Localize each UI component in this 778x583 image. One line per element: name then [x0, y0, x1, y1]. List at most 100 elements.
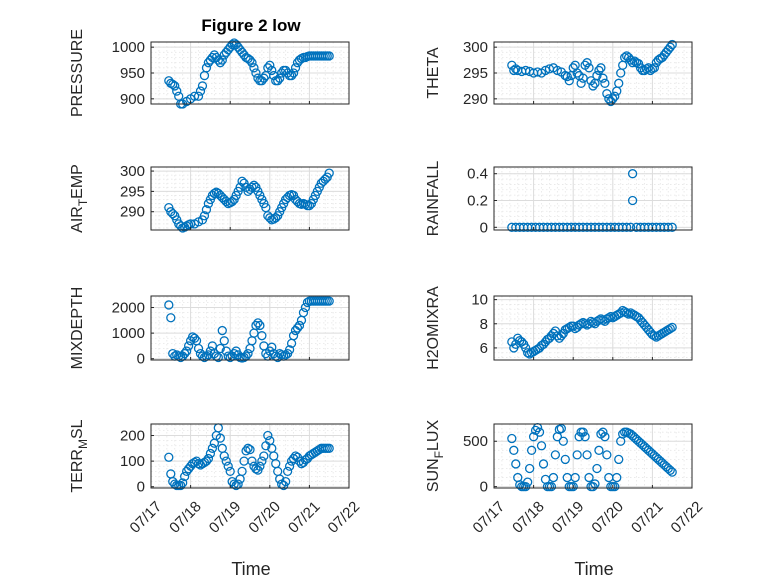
data-point: [511, 64, 521, 74]
y-axis-label: SUNFLUX: [425, 420, 446, 493]
data-point: [207, 443, 218, 453]
data-point: [298, 307, 309, 318]
x-tick-label: 07/18: [166, 498, 205, 537]
data-point: [203, 453, 214, 464]
y-tick-label: 0.2: [467, 193, 488, 210]
data-point: [273, 76, 283, 86]
data-point: [195, 86, 206, 96]
data-point: [201, 63, 212, 73]
data-point: [576, 78, 586, 88]
data-point: [665, 465, 675, 475]
axes-box: [150, 423, 350, 489]
data-point: [193, 459, 204, 469]
data-point: [288, 331, 299, 341]
subplot-theta: 290 295 300 THETA: [425, 39, 693, 108]
data-point: [665, 42, 675, 52]
data-point: [275, 73, 285, 83]
data-point: [570, 472, 580, 483]
data-point: [540, 65, 551, 76]
data-point: [219, 451, 229, 461]
data-point: [170, 81, 180, 91]
data-point: [168, 79, 178, 90]
data-point: [556, 423, 566, 434]
data-point: [168, 348, 178, 359]
data-point: [227, 39, 237, 50]
data-point: [201, 205, 212, 215]
data-point: [207, 52, 218, 63]
data-point: [594, 445, 604, 455]
data-point: [550, 450, 561, 460]
data-point: [578, 73, 588, 83]
x-tick-label: 07/19: [206, 498, 245, 537]
data-point: [534, 427, 545, 437]
subplot-sun-flux: 0 500 SUNFLUX 07/17 07/18 07/19 07/20 07/21 07/2…: [425, 420, 706, 537]
data-point: [255, 461, 265, 471]
data-point: [215, 58, 225, 68]
data-point: [259, 451, 269, 461]
data-point: [509, 445, 519, 455]
y-axis-label: THETA: [425, 47, 442, 99]
data-point: [219, 336, 229, 346]
data-point: [257, 456, 267, 466]
data-point: [199, 211, 210, 221]
data-point: [257, 331, 267, 341]
subplot-pressure: 900 950 1000 PRESSURE: [69, 29, 350, 117]
data-point: [300, 199, 311, 210]
y-tick-label: 300: [463, 39, 488, 56]
data-point: [249, 63, 259, 73]
y-tick-label: 0: [137, 351, 145, 368]
y-tick-label: 6: [480, 340, 488, 357]
data-point: [205, 448, 216, 459]
y-tick-label: 0.4: [467, 166, 488, 183]
y-axis-label: AIRTEMP: [69, 164, 90, 233]
y-tick-label: 295: [463, 65, 488, 82]
data-point: [288, 68, 299, 78]
data-point: [253, 318, 263, 328]
data-point: [197, 81, 208, 91]
data-point: [594, 65, 604, 76]
data-point: [600, 78, 610, 88]
data-point: [625, 222, 636, 232]
data-point: [507, 433, 517, 444]
data-point: [564, 76, 574, 86]
data-point: [643, 63, 654, 73]
data-point: [292, 323, 303, 333]
data-point: [263, 430, 273, 441]
data-point: [572, 68, 582, 78]
data-point: [251, 68, 261, 78]
data-point: [259, 73, 269, 83]
data-point: [622, 222, 632, 232]
data-point: [625, 55, 636, 65]
data-point: [189, 333, 200, 343]
data-point: [178, 478, 188, 488]
data-point: [164, 300, 174, 310]
data-point: [610, 91, 620, 101]
y-axis-label: MIXDEPTH: [69, 287, 86, 370]
subplot-mixdepth: 0 1000 2000 MIXDEPTH: [69, 287, 350, 370]
data-point: [217, 325, 227, 336]
data-point: [627, 195, 638, 206]
data-point: [282, 466, 293, 477]
y-tick-label: 0: [480, 219, 488, 236]
data-point: [241, 446, 251, 456]
data-point: [286, 70, 297, 81]
y-tick-label: 500: [463, 433, 488, 450]
y-tick-label: 1000: [112, 39, 145, 56]
data-point: [288, 453, 299, 464]
y-tick-label: 900: [120, 91, 145, 108]
y-tick-label: 300: [120, 163, 145, 180]
data-point: [552, 331, 563, 341]
data-point: [215, 433, 225, 443]
figure-title: Figure 2 low: [201, 16, 301, 35]
y-tick-label: 100: [120, 453, 145, 470]
data-point: [523, 477, 533, 487]
data-point: [538, 459, 549, 469]
axes-box: [150, 295, 350, 361]
data-point: [627, 58, 638, 68]
data-point: [243, 443, 253, 453]
y-tick-label: 0: [480, 479, 488, 496]
y-tick-label: 0: [137, 479, 145, 496]
x-axis-label-left: Time: [231, 559, 270, 579]
data-point: [166, 313, 176, 323]
